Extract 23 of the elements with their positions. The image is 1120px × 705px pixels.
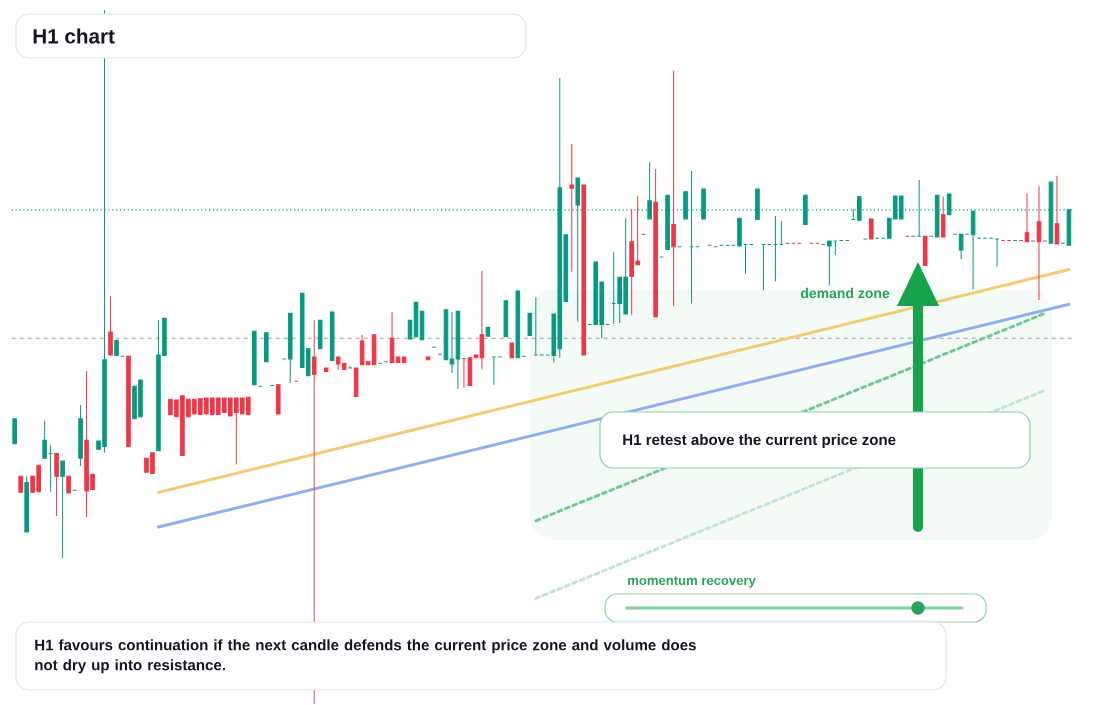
annotation: H1 favours continuation if the next candle defends the current price zone and volume does not dry up into resistance. [35,639,696,674]
candlestick [449,311,455,374]
candlestick [647,161,652,220]
candlestick [940,196,946,238]
candlestick [533,297,539,356]
candlestick [868,218,874,240]
candlestick [347,365,353,369]
candlestick [491,356,497,386]
candlestick [60,460,65,560]
annotation: demand zone [800,288,890,299]
candlestick [54,453,59,517]
candlestick [527,313,533,337]
text: H1 chart [33,28,115,44]
candlestick [108,295,113,356]
annotation: H1 retest above the current price zone [623,434,896,449]
candlestick [1054,175,1060,245]
candlestick [42,420,47,460]
candlestick [569,143,575,273]
candlestick [407,319,413,340]
candlestick [671,70,676,308]
candlestick [994,238,1000,268]
candlestick [827,240,832,287]
annotation: momentum recovery [628,576,756,588]
